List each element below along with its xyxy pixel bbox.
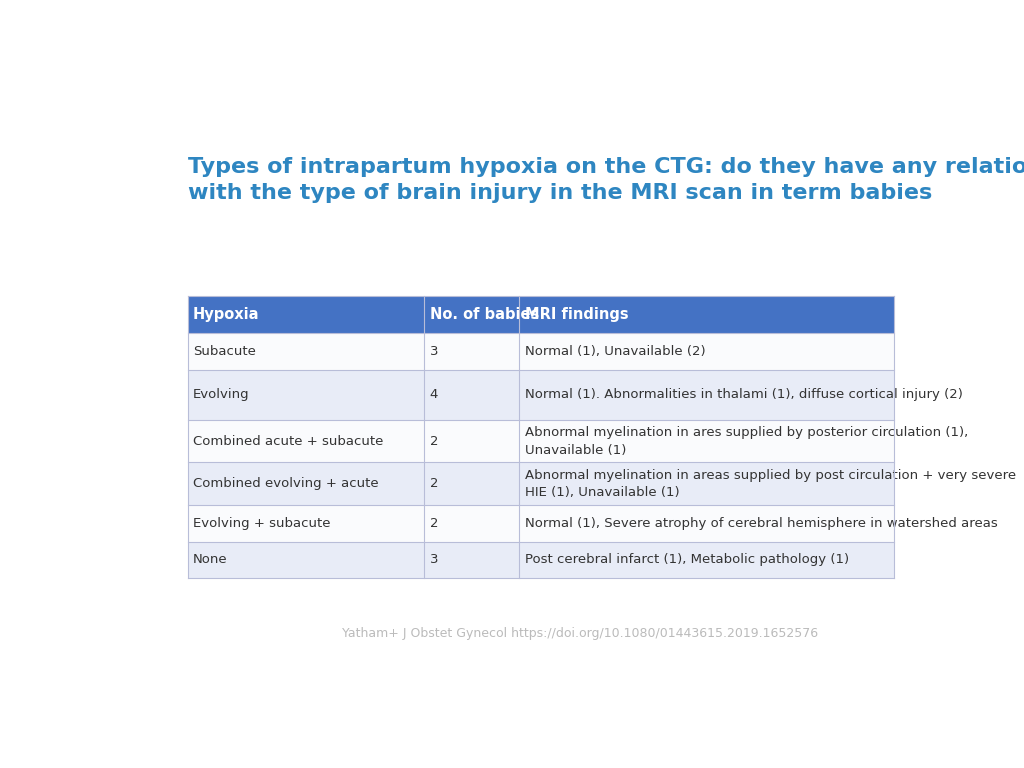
Bar	[424, 420, 519, 462]
Text: Abnormal myelination in ares supplied by posterior circulation (1),
Unavailable : Abnormal myelination in ares supplied by…	[525, 426, 969, 457]
Text: Normal (1). Abnormalities in thalami (1), diffuse cortical injury (2): Normal (1). Abnormalities in thalami (1)…	[525, 388, 963, 401]
Text: Normal (1), Severe atrophy of cerebral hemisphere in watershed areas: Normal (1), Severe atrophy of cerebral h…	[525, 517, 997, 530]
Text: Types of intrapartum hypoxia on the CTG: do they have any relationship
with the : Types of intrapartum hypoxia on the CTG:…	[187, 157, 1024, 203]
Text: Combined evolving + acute: Combined evolving + acute	[194, 477, 379, 490]
Text: Normal (1), Unavailable (2): Normal (1), Unavailable (2)	[525, 345, 706, 358]
Bar	[519, 505, 894, 541]
Text: 2: 2	[430, 435, 438, 448]
Text: Post cerebral infarct (1), Metabolic pathology (1): Post cerebral infarct (1), Metabolic pat…	[525, 554, 849, 567]
Bar	[519, 462, 894, 505]
Text: Evolving: Evolving	[194, 388, 250, 401]
Text: 3: 3	[430, 554, 438, 567]
Text: Evolving + subacute: Evolving + subacute	[194, 517, 331, 530]
Bar	[187, 420, 424, 462]
Bar	[424, 333, 519, 369]
Text: Abnormal myelination in areas supplied by post circulation + very severe
HIE (1): Abnormal myelination in areas supplied b…	[525, 468, 1016, 499]
Text: 2: 2	[430, 517, 438, 530]
Bar	[187, 296, 424, 333]
Bar	[519, 369, 894, 420]
Bar	[519, 420, 894, 462]
Text: Yatham+ J Obstet Gynecol https://doi.org/10.1080/01443615.2019.1652576: Yatham+ J Obstet Gynecol https://doi.org…	[342, 627, 818, 640]
Bar	[519, 296, 894, 333]
Bar	[424, 296, 519, 333]
Text: 3: 3	[430, 345, 438, 358]
Bar	[424, 369, 519, 420]
Bar	[187, 462, 424, 505]
Text: 4: 4	[430, 388, 438, 401]
Bar	[187, 369, 424, 420]
Bar	[187, 541, 424, 578]
Bar	[187, 333, 424, 369]
Text: Combined acute + subacute: Combined acute + subacute	[194, 435, 383, 448]
Bar	[187, 505, 424, 541]
Text: None: None	[194, 554, 227, 567]
Text: MRI findings: MRI findings	[525, 307, 629, 322]
Bar	[424, 505, 519, 541]
Text: Hypoxia: Hypoxia	[194, 307, 259, 322]
Text: No. of babies: No. of babies	[430, 307, 539, 322]
Bar	[519, 541, 894, 578]
Bar	[424, 541, 519, 578]
Text: Subacute: Subacute	[194, 345, 256, 358]
Bar	[424, 462, 519, 505]
Text: 2: 2	[430, 477, 438, 490]
Bar	[519, 333, 894, 369]
